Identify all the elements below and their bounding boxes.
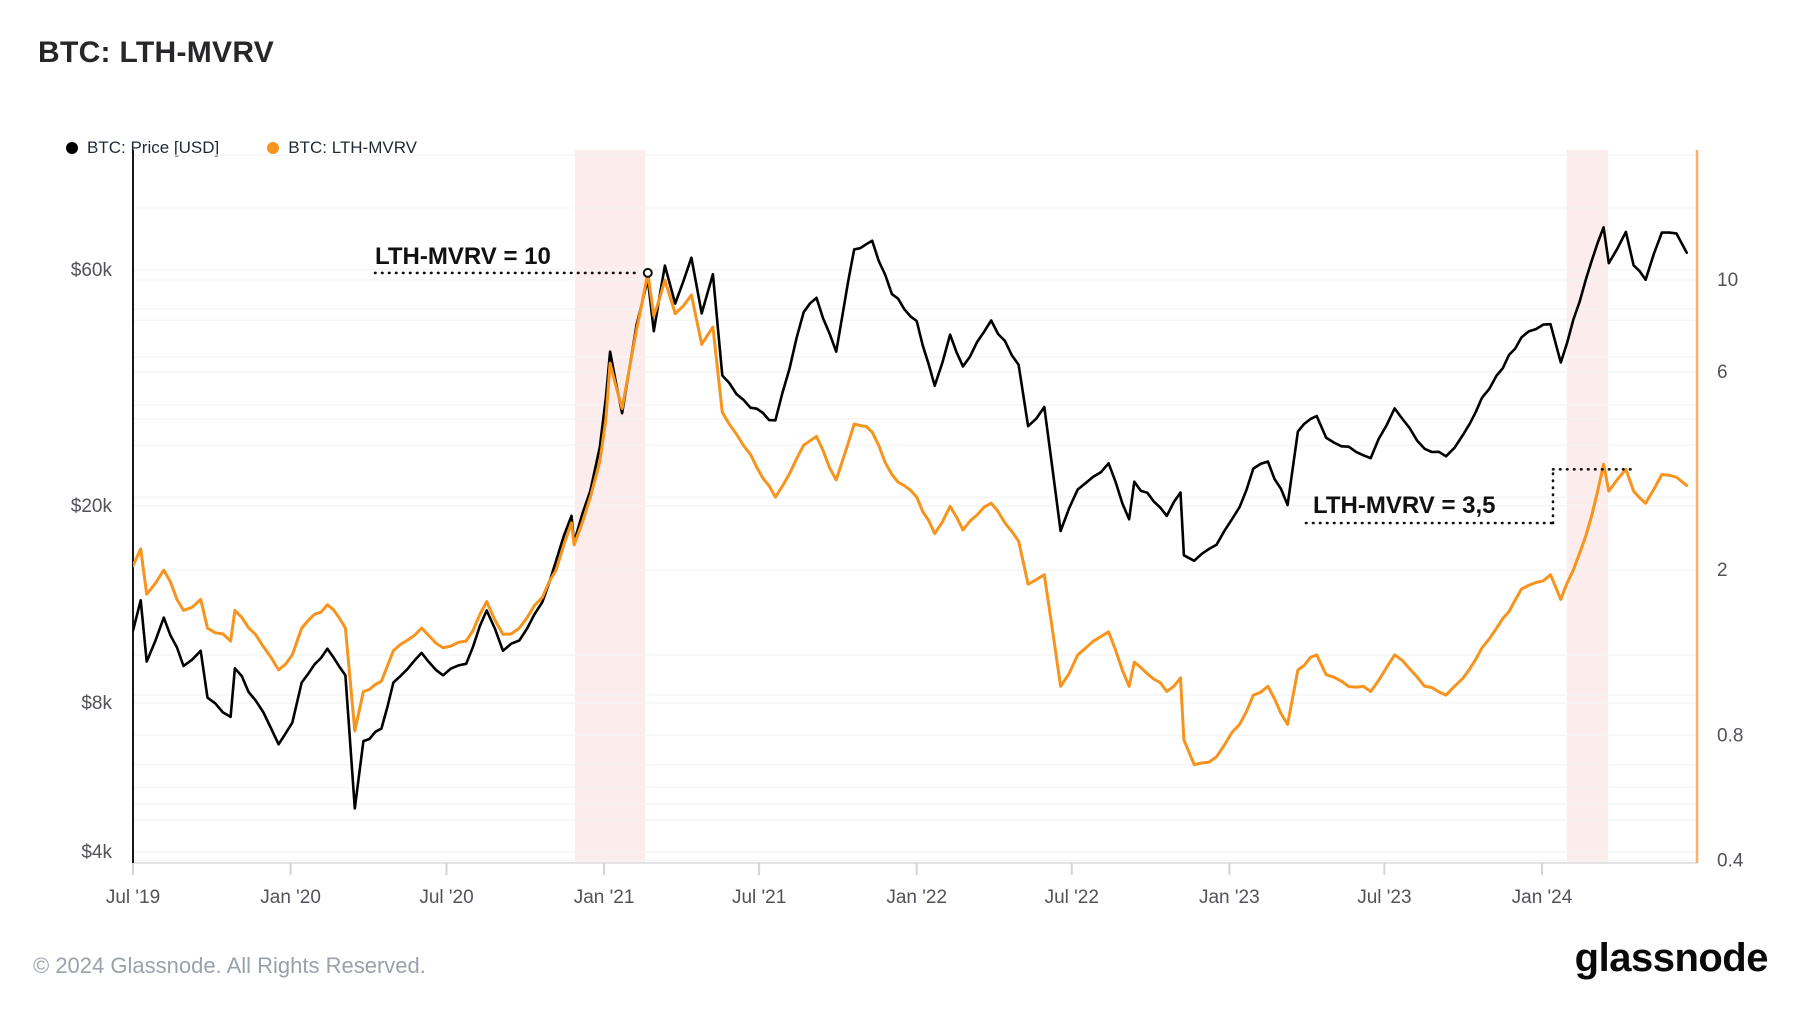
- x-axis-tick-label: Jan '21: [574, 887, 635, 908]
- left-axis-tick-label: $8k: [81, 693, 112, 714]
- legend-dot-orange-icon: [267, 142, 280, 154]
- mvrv-line: [133, 271, 1689, 767]
- page-title: BTC: LTH-MVRV: [38, 36, 275, 69]
- x-axis-tick-label: Jul '19: [106, 887, 160, 908]
- x-axis-tick-label: Jul '21: [732, 887, 786, 908]
- glassnode-logo: glassnode: [1574, 936, 1769, 980]
- right-axis-tick-label: 6: [1717, 362, 1728, 383]
- copyright-text: © 2024 Glassnode. All Rights Reserved.: [33, 953, 426, 978]
- left-axis-tick-label: $20k: [71, 496, 113, 517]
- price-line: [133, 226, 1688, 810]
- x-axis-tick-label: Jan '22: [886, 887, 947, 908]
- x-axis-tick-label: Jan '23: [1199, 887, 1260, 908]
- annotation-mvrv35-label: LTH-MVRV = 3,5: [1313, 492, 1495, 519]
- legend-label-lth-mvrv: BTC: LTH-MVRV: [288, 138, 418, 157]
- chart-legend: BTC: Price [USD] BTC: LTH-MVRV: [66, 138, 417, 158]
- annotation-mvrv10-label: LTH-MVRV = 10: [375, 243, 551, 270]
- legend-item-lth-mvrv[interactable]: BTC: LTH-MVRV: [267, 138, 417, 158]
- left-axis-tick-label: $4k: [81, 842, 112, 863]
- right-axis-tick-label: 0.8: [1717, 725, 1743, 746]
- right-axis-tick-label: 10: [1717, 270, 1738, 291]
- left-axis-tick-label: $60k: [71, 260, 113, 281]
- x-axis-tick-label: Jan '20: [260, 887, 321, 908]
- x-axis-tick-label: Jul '23: [1357, 887, 1411, 908]
- legend-item-btc-price[interactable]: BTC: Price [USD]: [66, 138, 219, 158]
- x-axis-tick-label: Jan '24: [1512, 887, 1573, 908]
- annotation-mvrv10-marker: [642, 267, 653, 278]
- right-axis-tick-label: 0.4: [1717, 850, 1744, 871]
- x-axis-tick-label: Jul '22: [1045, 887, 1099, 908]
- x-axis-tick-label: Jul '20: [419, 887, 473, 908]
- right-axis-tick-label: 2: [1717, 560, 1728, 581]
- legend-dot-black-icon: [66, 142, 78, 154]
- legend-label-btc-price: BTC: Price [USD]: [87, 138, 220, 157]
